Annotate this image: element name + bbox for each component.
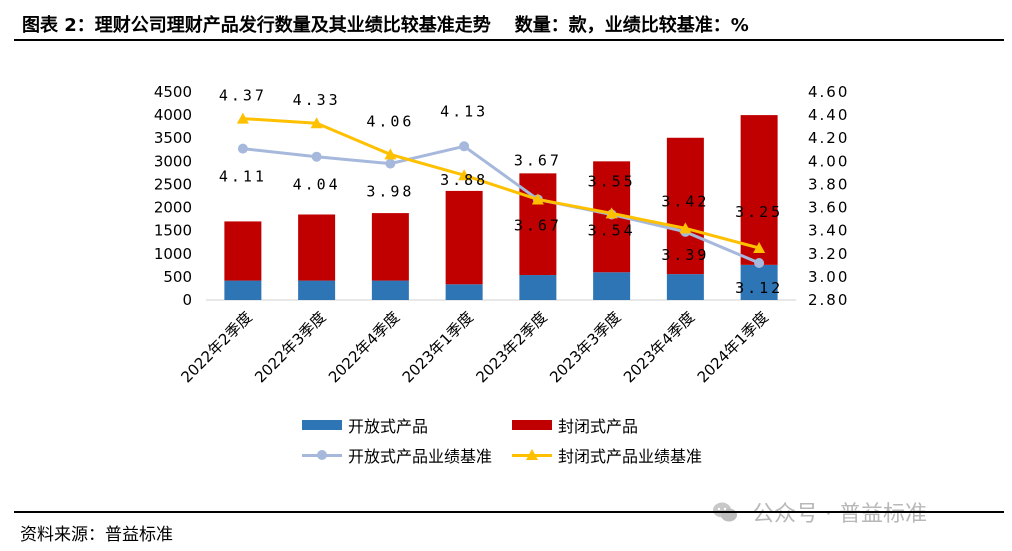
- chart-title: 图表 2：理财公司理财产品发行数量及其业绩比较基准走势 数量：款，业绩比较基准：%: [22, 11, 749, 37]
- legend-item-closed-products: 封闭式产品: [512, 413, 638, 437]
- marker-closed-benchmark: [753, 242, 766, 253]
- marker-closed-benchmark: [236, 112, 249, 124]
- marker-open-benchmark: [385, 158, 396, 169]
- watermark: 公众号 · 普益标准: [712, 496, 927, 528]
- left-axis-tick-label: 3000: [154, 152, 192, 170]
- bar-open-products: [519, 275, 557, 300]
- marker-closed-benchmark: [458, 169, 471, 181]
- x-axis-category-label: 2022年2季度: [177, 308, 255, 386]
- data-label-closed-benchmark: 4.37: [219, 87, 267, 105]
- x-axis-category-label: 2023年1季度: [399, 308, 477, 386]
- left-axis-tick-label: 500: [163, 268, 192, 286]
- x-axis-category-label: 2023年3季度: [546, 308, 624, 386]
- right-axis-tick-label: 3.40: [808, 222, 849, 240]
- x-axis-category-label: 2023年2季度: [472, 308, 550, 386]
- data-label-closed-benchmark: 3.88: [440, 171, 488, 189]
- legend-swatch-closed: [512, 420, 552, 430]
- data-label-open-benchmark: 3.39: [661, 246, 709, 264]
- right-axis-tick-label: 3.00: [808, 268, 849, 286]
- title-rule: [14, 39, 1004, 41]
- right-axis-tick-label: 4.00: [808, 152, 849, 170]
- left-axis-tick-label: 3500: [154, 129, 192, 147]
- x-axis-category-label: 2023年4季度: [620, 308, 698, 386]
- bar-open-products: [371, 280, 409, 300]
- bar-open-products: [224, 280, 262, 300]
- left-axis-tick-label: 0: [182, 291, 192, 309]
- x-axis-category-label: 2024年1季度: [694, 308, 772, 386]
- x-axis-category-label: 2022年3季度: [251, 308, 329, 386]
- line-closed-benchmark: [242, 117, 760, 250]
- left-axis-tick-label: 4500: [154, 83, 192, 101]
- right-axis-tick-label: 4.60: [808, 83, 849, 101]
- marker-closed-benchmark: [384, 148, 397, 160]
- bar-closed-products: [445, 190, 483, 285]
- data-label-open-benchmark: 3.12: [735, 279, 783, 297]
- data-label-closed-benchmark: 4.33: [293, 91, 341, 109]
- data-label-open-benchmark: 4.04: [293, 176, 341, 194]
- data-label-closed-benchmark: 3.42: [661, 192, 709, 210]
- legend-label-closed: 封闭式产品: [558, 417, 639, 436]
- marker-closed-benchmark: [310, 117, 323, 129]
- right-axis-tick-label: 3.60: [808, 199, 849, 217]
- data-label-closed-benchmark: 3.55: [588, 172, 636, 190]
- legend-item-open-products: 开放式产品: [302, 413, 428, 437]
- data-label-closed-benchmark: 3.67: [514, 151, 562, 169]
- data-label-closed-benchmark: 4.06: [366, 112, 414, 130]
- left-axis-tick-label: 1500: [154, 222, 192, 240]
- bar-open-products: [298, 280, 336, 300]
- marker-open-benchmark: [754, 258, 765, 269]
- bar-open-products: [666, 274, 704, 300]
- chart-title-bar: 图表 2：理财公司理财产品发行数量及其业绩比较基准走势 数量：款，业绩比较基准：%: [14, 8, 1004, 38]
- marker-closed-benchmark: [605, 207, 618, 219]
- left-axis-tick-label: 2500: [154, 175, 192, 193]
- bar-closed-products: [371, 213, 409, 281]
- data-label-open-benchmark: 3.98: [366, 183, 414, 201]
- legend-label-open: 开放式产品: [348, 417, 429, 436]
- data-label-open-benchmark: 4.13: [440, 102, 488, 120]
- legend-line-open-benchmark: [302, 449, 342, 461]
- marker-open-benchmark: [311, 151, 322, 162]
- right-axis-tick-label: 3.20: [808, 245, 849, 263]
- legend-swatch-open: [302, 420, 342, 430]
- left-axis-tick-label: 2000: [154, 199, 192, 217]
- x-axis-category-label: 2022年4季度: [325, 308, 403, 386]
- chart-title-main: 图表 2：理财公司理财产品发行数量及其业绩比较基准走势: [22, 15, 491, 36]
- footer-rule: [14, 511, 1004, 513]
- left-axis-tick-label: 4000: [154, 106, 192, 124]
- marker-open-benchmark: [237, 143, 248, 154]
- right-axis-tick-label: 4.20: [808, 129, 849, 147]
- unit-note: 数量：款，业绩比较基准：%: [514, 15, 749, 36]
- legend-label-open-benchmark: 开放式产品业绩基准: [348, 447, 493, 466]
- right-axis-tick-label: 2.80: [808, 291, 849, 309]
- marker-closed-benchmark: [679, 222, 692, 234]
- watermark-text: 公众号 · 普益标准: [752, 502, 927, 527]
- bar-closed-products: [740, 115, 778, 265]
- bar-closed-products: [224, 221, 262, 281]
- right-axis-tick-label: 3.80: [808, 175, 849, 193]
- bar-closed-products: [298, 214, 336, 281]
- data-label-open-benchmark: 4.11: [219, 168, 267, 186]
- bar-open-products: [445, 284, 483, 300]
- data-label-closed-benchmark: 3.25: [735, 203, 783, 221]
- line-open-benchmark: [242, 144, 760, 265]
- bar-closed-products: [666, 137, 704, 275]
- source-note: 资料来源：普益标准: [20, 525, 173, 545]
- legend-item-closed-benchmark: 封闭式产品业绩基准: [512, 443, 702, 467]
- left-axis-tick-label: 1000: [154, 245, 192, 263]
- legend-item-open-benchmark: 开放式产品业绩基准: [302, 443, 492, 467]
- legend-label-closed-benchmark: 封闭式产品业绩基准: [558, 447, 703, 466]
- right-axis-tick-label: 4.40: [808, 106, 849, 124]
- marker-open-benchmark: [459, 141, 470, 152]
- marker-closed-benchmark: [531, 193, 544, 205]
- data-label-open-benchmark: 3.54: [588, 221, 636, 239]
- legend-line-closed-benchmark: [512, 449, 552, 461]
- legend: 开放式产品 封闭式产品 开放式产品业绩基准 封闭式产品业绩基准: [302, 413, 752, 469]
- data-label-open-benchmark: 3.67: [514, 216, 562, 234]
- bar-open-products: [593, 272, 631, 300]
- bar-open-products: [740, 264, 778, 300]
